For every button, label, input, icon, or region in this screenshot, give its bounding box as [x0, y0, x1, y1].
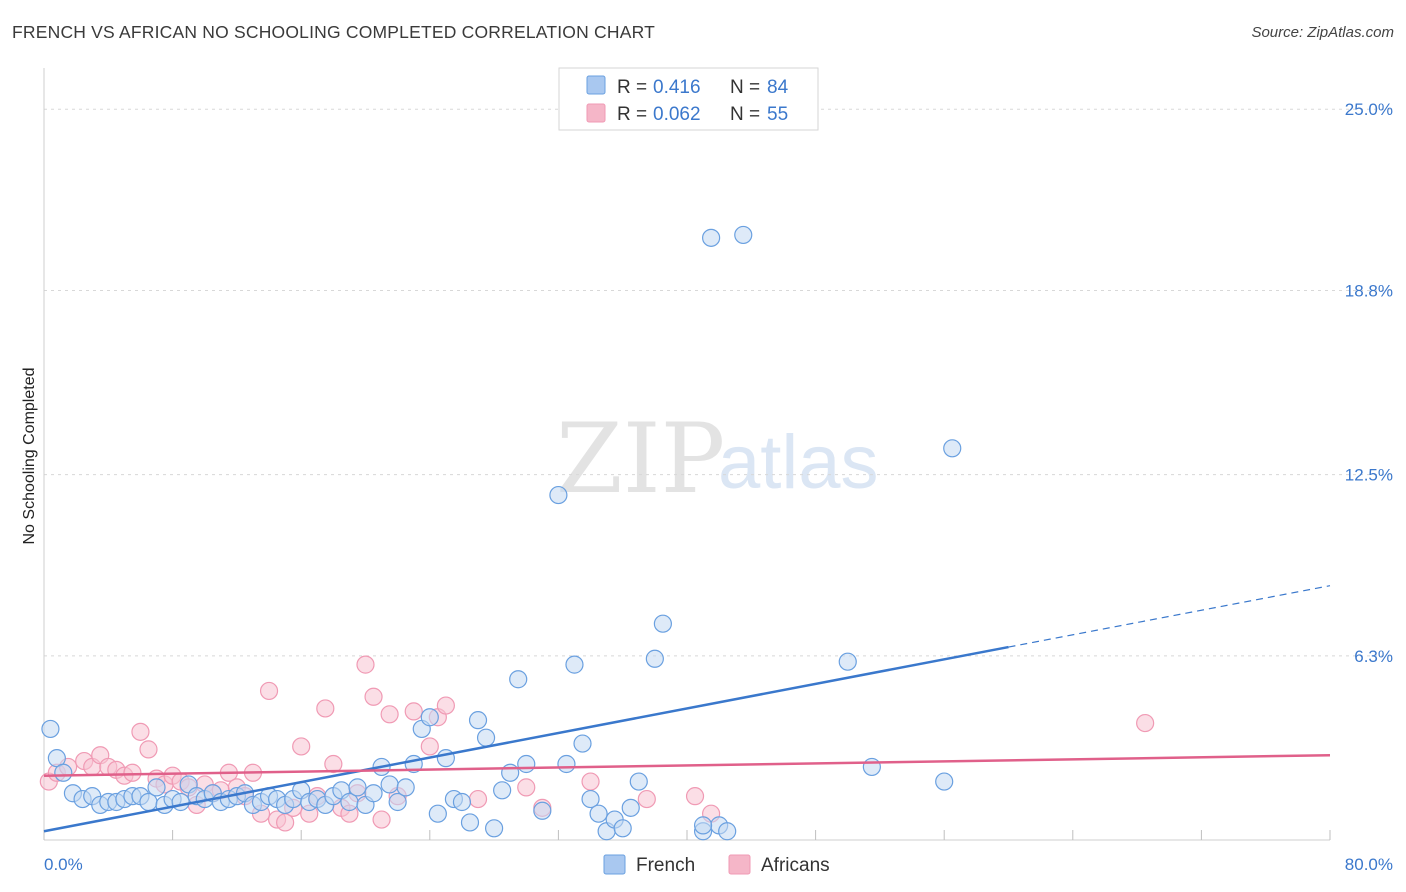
legend-n-label-africans: N = [730, 104, 760, 125]
africans-point [637, 789, 656, 809]
french-point [613, 819, 632, 838]
africans-point [364, 687, 383, 706]
french-point [468, 711, 488, 730]
watermark-zip: ZIP [556, 403, 725, 515]
french-point [364, 784, 383, 803]
french-point [693, 816, 713, 835]
legend-r-french: 0.416 [653, 77, 701, 98]
africans-point [581, 772, 600, 791]
africans-trend-line [43, 753, 1331, 777]
chart-title: FRENCH VS AFRICAN NO SCHOOLING COMPLETED… [12, 22, 655, 42]
x-tick-label: 0.0% [44, 855, 83, 874]
french-point [862, 757, 881, 777]
africans-point [517, 778, 536, 797]
watermark-atlas: atlas [718, 420, 879, 505]
africans-point [685, 787, 705, 806]
africans-point [316, 699, 335, 718]
legend-swatch-africans [586, 103, 606, 123]
africans-point [123, 763, 142, 782]
french-point [428, 804, 447, 823]
french-point [702, 228, 721, 247]
french-point [501, 763, 520, 782]
french-point [549, 485, 568, 505]
french-point [838, 652, 857, 671]
africans-point [324, 754, 343, 774]
french-point [581, 789, 600, 809]
french-point [54, 763, 73, 782]
y-axis-label: No Schooling Completed [21, 368, 38, 545]
french-point [452, 792, 472, 812]
bottom-legend-swatch-french [603, 854, 626, 875]
french-point [380, 775, 399, 794]
y-tick-label: 18.8% [1345, 281, 1393, 300]
french-point [460, 813, 480, 832]
legend-r-africans: 0.062 [653, 104, 701, 125]
french-point [396, 778, 415, 797]
y-tick-label: 25.0% [1345, 100, 1393, 119]
africans-point [380, 705, 399, 724]
french-point [557, 754, 576, 774]
axes [43, 68, 1331, 841]
legend-r-label-french: R = [617, 77, 647, 98]
bottom-legend: French Africans [603, 854, 830, 876]
french-point [147, 778, 166, 797]
africans-point [356, 655, 375, 674]
legend-n-french: 84 [767, 77, 789, 98]
french-point [517, 754, 536, 774]
watermark: ZIP atlas [556, 403, 879, 515]
french-trend-line [43, 645, 1009, 833]
bottom-legend-french: French [636, 855, 695, 876]
french-point [533, 801, 552, 820]
french-point [734, 225, 753, 245]
french-point [509, 670, 528, 689]
tick-labels: 6.3% 12.5% 18.8% 25.0% 0.0% 80.0% [44, 100, 1393, 874]
africans-point [404, 702, 423, 721]
french-point [348, 778, 367, 797]
legend-n-africans: 55 [767, 104, 788, 125]
africans-point [259, 681, 279, 701]
french-point [653, 614, 672, 633]
grid [44, 108, 1395, 657]
bottom-legend-swatch-africans [728, 854, 751, 875]
french-point [621, 798, 640, 817]
africans-point [131, 722, 150, 741]
y-tick-label: 12.5% [1345, 466, 1393, 485]
africans-point [420, 737, 439, 756]
french-point [565, 655, 584, 674]
french-trend-extension [1008, 585, 1331, 648]
french-point [935, 772, 954, 791]
french-point [629, 772, 648, 791]
french-point [171, 792, 190, 812]
africans-point [139, 740, 158, 759]
french-point [943, 439, 962, 458]
french-point [388, 792, 407, 812]
bottom-legend-africans: Africans [761, 855, 830, 876]
x-tick-label: 80.0% [1345, 855, 1393, 874]
africans-point [436, 696, 455, 715]
africans-point [468, 789, 488, 809]
legend-r-label-africans: R = [617, 104, 647, 125]
french-point [645, 649, 664, 668]
french-point [589, 804, 608, 823]
africans-point [372, 810, 391, 829]
source-label: Source: ZipAtlas.com [1251, 24, 1394, 41]
africans-point [1136, 713, 1155, 733]
data-points [39, 225, 1155, 841]
y-tick-label: 6.3% [1354, 647, 1393, 666]
french-point [485, 819, 504, 838]
africans-point [292, 737, 311, 756]
french-point [41, 719, 60, 739]
french-point [493, 781, 512, 800]
trend-lines [43, 585, 1331, 833]
french-point [573, 734, 592, 753]
legend-swatch-french [586, 75, 606, 95]
legend-n-label-french: N = [730, 77, 760, 98]
french-point [420, 708, 439, 727]
legend: R = 0.416 N = 84 R = 0.062 N = 55 [558, 67, 819, 131]
french-point [718, 822, 737, 841]
french-point [476, 728, 496, 747]
